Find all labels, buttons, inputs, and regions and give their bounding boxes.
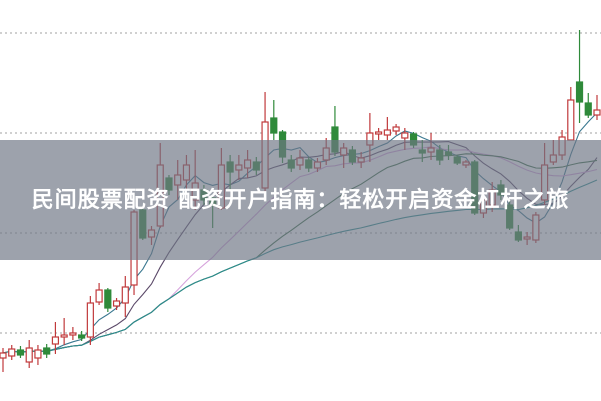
candle-body xyxy=(121,286,129,304)
candle-body xyxy=(270,117,278,134)
candle-body xyxy=(575,81,584,103)
candle-body xyxy=(60,334,68,338)
candle-body xyxy=(25,347,33,363)
candle-body xyxy=(8,348,16,357)
candle-body xyxy=(593,109,601,116)
headline-banner: 民间股票配资 配资开户指南：轻松开启资金杠杆之旅 xyxy=(0,140,601,260)
candle-body xyxy=(392,126,400,132)
headline-text: 民间股票配资 配资开户指南：轻松开启资金杠杆之旅 xyxy=(31,187,570,213)
candle-body xyxy=(375,131,383,135)
candle-body xyxy=(86,302,94,338)
candle-body xyxy=(78,334,86,339)
candle-body xyxy=(567,99,575,141)
candle-body xyxy=(401,132,409,139)
candle-body xyxy=(51,336,60,345)
candle-body xyxy=(112,300,121,307)
candle-body xyxy=(104,289,112,309)
candle-body xyxy=(584,102,592,116)
candle-body xyxy=(95,289,103,303)
candle-body xyxy=(383,129,391,136)
candle-body xyxy=(34,349,42,359)
candle-body xyxy=(0,352,7,359)
candle-body xyxy=(69,332,77,336)
candle-body xyxy=(43,347,51,355)
candle-body xyxy=(16,349,25,356)
